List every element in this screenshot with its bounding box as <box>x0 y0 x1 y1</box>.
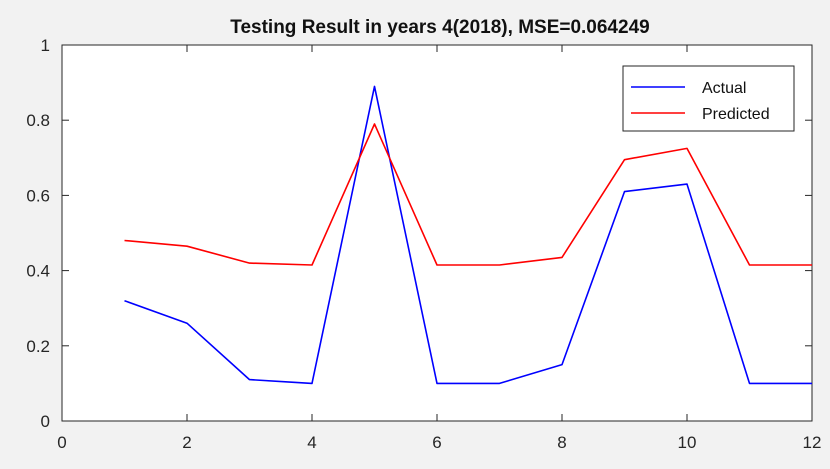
x-tick-label: 0 <box>57 433 66 452</box>
y-tick-label: 0 <box>41 412 50 431</box>
x-tick-label: 2 <box>182 433 191 452</box>
y-tick-label: 0.2 <box>26 337 50 356</box>
legend: Actual Predicted <box>622 65 795 132</box>
chart-title: Testing Result in years 4(2018), MSE=0.0… <box>230 17 649 38</box>
legend-box <box>622 65 795 132</box>
y-tick-label: 1 <box>41 36 50 55</box>
x-tick-label: 10 <box>678 433 697 452</box>
x-tick-label: 6 <box>432 433 441 452</box>
series-line-actual <box>124 85 812 385</box>
legend-label-actual: Actual <box>702 80 746 97</box>
series-line-predicted <box>124 123 812 266</box>
x-tick-label: 12 <box>803 433 822 452</box>
legend-label-predicted: Predicted <box>702 106 770 123</box>
axis-ticks: 0 2 4 6 8 10 12 0 0.2 0.4 0.6 0.8 1 <box>26 36 821 452</box>
series-lines <box>124 85 812 385</box>
y-tick-label: 0.4 <box>26 262 50 281</box>
x-tick-label: 8 <box>557 433 566 452</box>
x-tick-label: 4 <box>307 433 316 452</box>
y-tick-label: 0.6 <box>26 186 50 205</box>
y-tick-label: 0.8 <box>26 111 50 130</box>
